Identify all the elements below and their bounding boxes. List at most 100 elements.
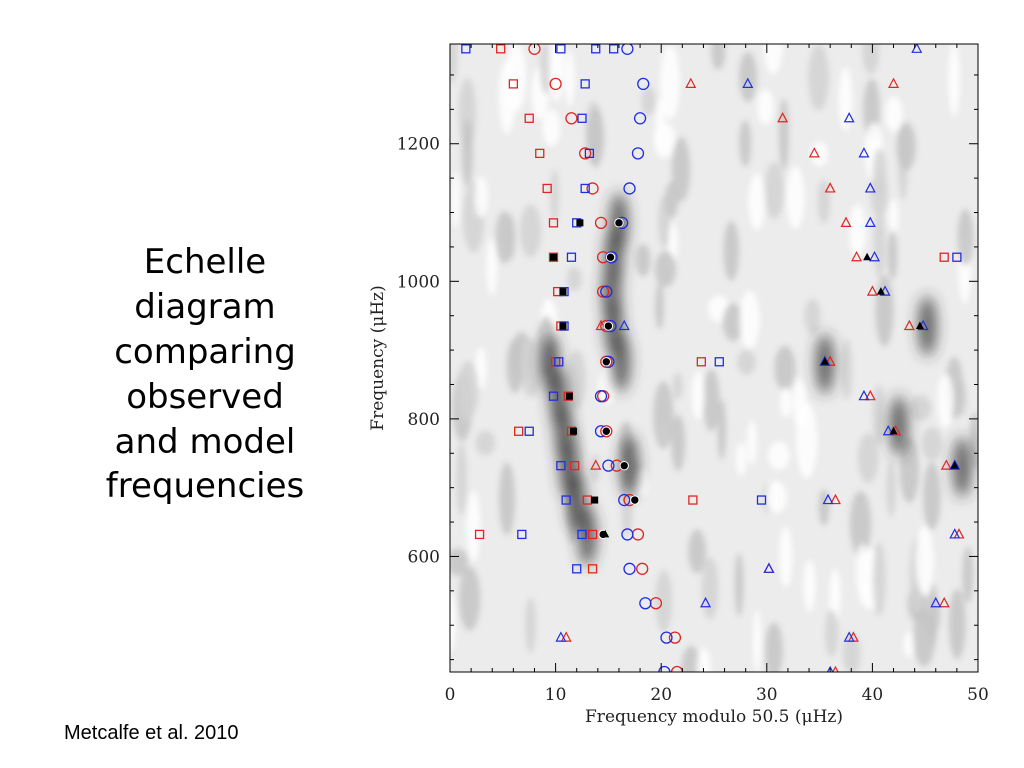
blue-triangle-point: [763, 562, 775, 573]
blue-square-point: [756, 495, 767, 505]
black-filled-circle-point: [603, 321, 614, 331]
red-triangle-point: [903, 319, 915, 331]
black-filled-square-point: [576, 219, 584, 227]
y-tick-label: 1000: [397, 272, 440, 292]
red-triangle-point: [888, 77, 900, 88]
red-square-point: [587, 529, 598, 540]
red-square-point: [696, 357, 706, 367]
red-square-point: [513, 426, 524, 436]
red-circle-point: [565, 112, 578, 125]
power-peak: [918, 296, 937, 357]
y-tick-label: 600: [408, 547, 440, 567]
blue-triangle-point: [882, 424, 894, 436]
blue-triangle-point: [826, 665, 834, 672]
black-filled-square-point: [559, 322, 567, 330]
red-circle-point: [668, 631, 682, 644]
red-triangle-point: [808, 147, 820, 158]
blue-triangle-point: [742, 77, 754, 88]
blue-square-point: [561, 495, 571, 505]
red-triangle-point: [595, 319, 607, 331]
red-square-point: [508, 79, 519, 89]
blue-circle-point: [618, 493, 631, 507]
blue-triangle-point: [911, 44, 923, 53]
blue-square-point: [580, 183, 590, 194]
blue-triangle-point: [869, 250, 881, 262]
blue-triangle-point: [843, 112, 855, 123]
blue-square-point: [517, 529, 527, 540]
red-square-point: [939, 252, 949, 262]
black-filled-circle-point: [601, 357, 611, 367]
red-triangle-point: [560, 631, 572, 642]
blue-triangle-point: [864, 216, 876, 227]
red-circle-point: [594, 216, 608, 229]
red-triangle-point: [777, 112, 789, 123]
blue-square-point: [580, 79, 590, 89]
x-tick-label: 20: [650, 685, 672, 705]
red-circle-point: [670, 665, 684, 672]
series-black-filled-circle: [598, 218, 640, 540]
black-filled-circle-point: [614, 218, 624, 228]
red-circle-point: [549, 77, 562, 91]
blue-triangle-point: [858, 147, 870, 158]
red-square-point: [569, 460, 580, 471]
red-triangle-point: [938, 596, 950, 608]
x-tick-label: 50: [967, 685, 989, 705]
red-circle-point: [528, 44, 541, 55]
axes: 0 10 20 30 40 50 600 800 1000 1200: [397, 44, 989, 705]
red-triangle-point: [829, 493, 841, 505]
blue-square-point: [952, 252, 962, 262]
red-square-point: [535, 148, 545, 159]
series-red-square: [474, 44, 949, 574]
y-tick-label: 800: [408, 410, 440, 430]
blue-triangle-point: [949, 528, 961, 539]
red-circle-point: [636, 562, 649, 575]
x-tick-label: 40: [862, 685, 884, 705]
slide-title: Echelle diagram comparing observed and m…: [105, 242, 305, 507]
blue-circle-point: [631, 147, 645, 160]
blue-square-point: [548, 391, 559, 401]
red-triangle-point: [864, 389, 876, 401]
red-square-point: [542, 183, 552, 194]
blue-triangle-point: [949, 459, 961, 470]
black-filled-square-point: [559, 288, 567, 296]
black-filled-circle-point: [630, 495, 640, 505]
red-triangle-point: [940, 459, 952, 470]
blue-triangle-point: [819, 355, 831, 366]
power-peak: [612, 331, 631, 392]
plot-frame: [449, 43, 979, 673]
series-black-filled-triangle: [601, 252, 959, 538]
red-square-point: [587, 564, 598, 574]
power-background: [450, 44, 978, 672]
blue-circle-point: [621, 44, 634, 55]
red-triangle-point: [590, 459, 602, 470]
black-filled-square-point: [549, 253, 557, 261]
blue-circle-point: [602, 459, 615, 472]
y-axis-label: Frequency (μHz): [368, 285, 388, 430]
red-triangle-point: [840, 216, 852, 227]
blue-triangle-point: [843, 631, 855, 642]
red-square-point: [688, 495, 698, 505]
blue-square-point: [461, 44, 471, 54]
black-filled-square-point: [570, 427, 578, 435]
red-triangle-point: [832, 665, 839, 672]
black-filled-triangle-point: [820, 357, 829, 365]
data-points: [461, 44, 965, 672]
black-filled-circle-point: [619, 460, 629, 471]
red-square-point: [496, 44, 506, 54]
blue-circle-point: [623, 562, 636, 575]
red-square-point: [548, 218, 559, 228]
blue-circle-point: [600, 285, 613, 298]
blue-square-point: [577, 529, 587, 540]
blue-square-point: [524, 426, 534, 436]
x-axis-label: Frequency modulo 50.5 (μHz): [585, 707, 843, 727]
blue-square-point: [714, 357, 724, 367]
blue-triangle-point: [822, 493, 834, 505]
red-square-point: [474, 529, 485, 540]
blue-square-point: [591, 44, 601, 54]
blue-triangle-point: [555, 631, 567, 642]
blue-triangle-point: [930, 596, 942, 608]
blue-circle-point: [623, 182, 636, 195]
black-filled-triangle-point: [601, 529, 610, 538]
red-triangle-point: [851, 250, 863, 262]
blue-square-point: [556, 44, 566, 54]
